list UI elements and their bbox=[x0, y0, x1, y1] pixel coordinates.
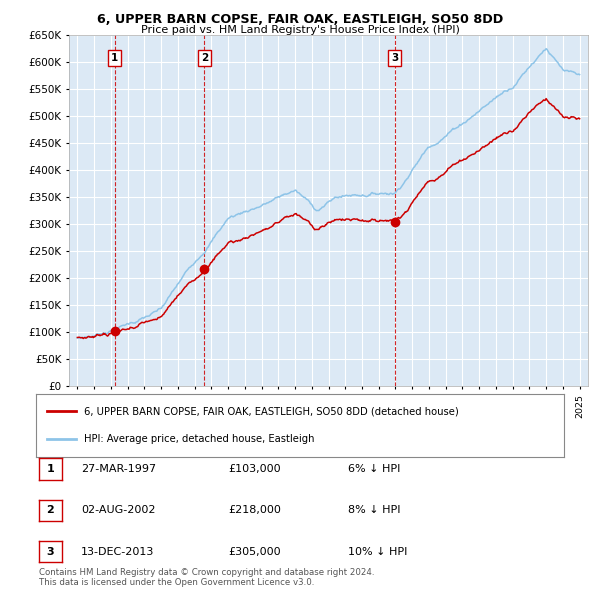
Text: Price paid vs. HM Land Registry's House Price Index (HPI): Price paid vs. HM Land Registry's House … bbox=[140, 25, 460, 35]
Text: 2: 2 bbox=[201, 53, 208, 63]
Text: £218,000: £218,000 bbox=[228, 506, 281, 515]
Text: 27-MAR-1997: 27-MAR-1997 bbox=[81, 464, 156, 474]
Text: 13-DEC-2013: 13-DEC-2013 bbox=[81, 547, 154, 556]
Text: 8% ↓ HPI: 8% ↓ HPI bbox=[348, 506, 401, 515]
Text: £103,000: £103,000 bbox=[228, 464, 281, 474]
Text: 2: 2 bbox=[47, 506, 54, 515]
Text: 6, UPPER BARN COPSE, FAIR OAK, EASTLEIGH, SO50 8DD (detached house): 6, UPPER BARN COPSE, FAIR OAK, EASTLEIGH… bbox=[83, 407, 458, 417]
Text: Contains HM Land Registry data © Crown copyright and database right 2024.
This d: Contains HM Land Registry data © Crown c… bbox=[39, 568, 374, 587]
Text: 6% ↓ HPI: 6% ↓ HPI bbox=[348, 464, 400, 474]
Text: 3: 3 bbox=[47, 547, 54, 556]
Text: 1: 1 bbox=[111, 53, 118, 63]
Text: £305,000: £305,000 bbox=[228, 547, 281, 556]
Text: 10% ↓ HPI: 10% ↓ HPI bbox=[348, 547, 407, 556]
Text: HPI: Average price, detached house, Eastleigh: HPI: Average price, detached house, East… bbox=[83, 434, 314, 444]
Text: 1: 1 bbox=[47, 464, 54, 474]
Text: 6, UPPER BARN COPSE, FAIR OAK, EASTLEIGH, SO50 8DD: 6, UPPER BARN COPSE, FAIR OAK, EASTLEIGH… bbox=[97, 13, 503, 26]
Text: 3: 3 bbox=[391, 53, 398, 63]
Text: 02-AUG-2002: 02-AUG-2002 bbox=[81, 506, 155, 515]
